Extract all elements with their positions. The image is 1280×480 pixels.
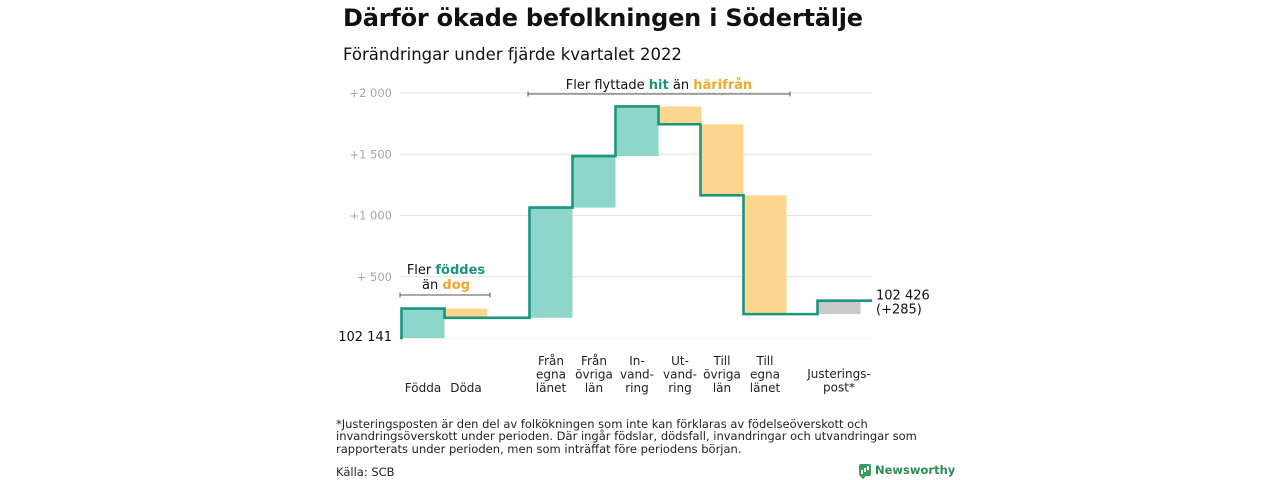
category-label-invandring: In- (629, 354, 644, 368)
births-annotation-line2: än dog (422, 278, 470, 293)
bar-till-ovriga-lan (700, 124, 744, 196)
category-label-till-egna-lanet: länet (750, 381, 781, 395)
bar-chart-icon (859, 464, 871, 479)
births-annotation-line1: Fler föddes (407, 263, 486, 278)
bar-invandring (615, 106, 659, 157)
category-label-fran-egna-lanet: Från (538, 354, 564, 368)
category-label-utvandring: vand- (663, 368, 697, 382)
start-value-label: 102 141 (338, 330, 392, 345)
brand-name: Newsworthy (875, 463, 956, 477)
annotation-highlight-in: hit (649, 78, 669, 93)
category-label-till-egna-lanet: egna (750, 368, 780, 382)
annotation-text: än (422, 278, 442, 293)
annotation-text: än (669, 78, 693, 93)
bar-fran-egna-lanet (529, 207, 573, 318)
category-label-till-ovriga-lan: län (713, 381, 731, 395)
migration-annotation: Fler flyttade hit än härifrån (566, 78, 752, 93)
bars (401, 106, 861, 338)
y-tick-label: + 500 (357, 270, 392, 284)
annotation-highlight-out: dog (442, 278, 470, 293)
category-label-utvandring: Ut- (671, 354, 689, 368)
chart-subtitle: Förändringar under fjärde kvartalet 2022 (343, 45, 682, 64)
source-note: Källa: SCB (336, 465, 395, 479)
annotation-text: Fler flyttade (566, 78, 649, 93)
end-value-label: 102 426 (876, 289, 930, 304)
y-tick-label: +1 500 (349, 147, 392, 161)
y-tick-label: +1 000 (349, 209, 392, 223)
category-label-fran-ovriga-lan: Från (581, 354, 607, 368)
category-label-doda: Döda (450, 381, 482, 395)
bar-fodda (401, 308, 445, 338)
category-label-fodda: Födda (405, 381, 441, 395)
category-label-invandring: ring (625, 381, 649, 395)
category-label-justeringspost: Justerings- (806, 367, 871, 381)
annotation-highlight-in: föddes (435, 263, 485, 278)
annotation-text: Fler (407, 263, 436, 278)
footnote: *Justeringsposten är den del av folkökni… (336, 417, 917, 456)
brand-logo: Newsworthy (859, 463, 956, 479)
category-label-till-ovriga-lan: Till (713, 354, 731, 368)
annotation-highlight-out: härifrån (693, 78, 752, 93)
category-label-fran-ovriga-lan: övriga (575, 368, 613, 382)
y-tick-label: +2 000 (349, 86, 392, 100)
bar-justeringspost (817, 300, 861, 315)
bar-doda (444, 308, 488, 318)
step-line-path (400, 105, 872, 340)
category-label-till-ovriga-lan: övriga (703, 368, 741, 382)
gridlines (400, 92, 872, 339)
category-label-fran-egna-lanet: egna (536, 368, 566, 382)
category-label-fran-ovriga-lan: län (585, 381, 603, 395)
bar-fran-ovriga-lan (572, 156, 616, 208)
category-label-justeringspost: post* (823, 381, 855, 395)
end-change-label: (+285) (876, 303, 922, 318)
category-label-utvandring: ring (668, 381, 692, 395)
category-label-till-egna-lanet: Till (756, 354, 774, 368)
step-line (400, 105, 872, 340)
chart-title: Därför ökade befolkningen i Södertälje (343, 4, 863, 32)
bar-utvandring (658, 106, 702, 125)
category-label-invandring: vand- (620, 368, 654, 382)
category-label-fran-egna-lanet: länet (536, 381, 567, 395)
bar-till-egna-lanet (743, 195, 787, 315)
